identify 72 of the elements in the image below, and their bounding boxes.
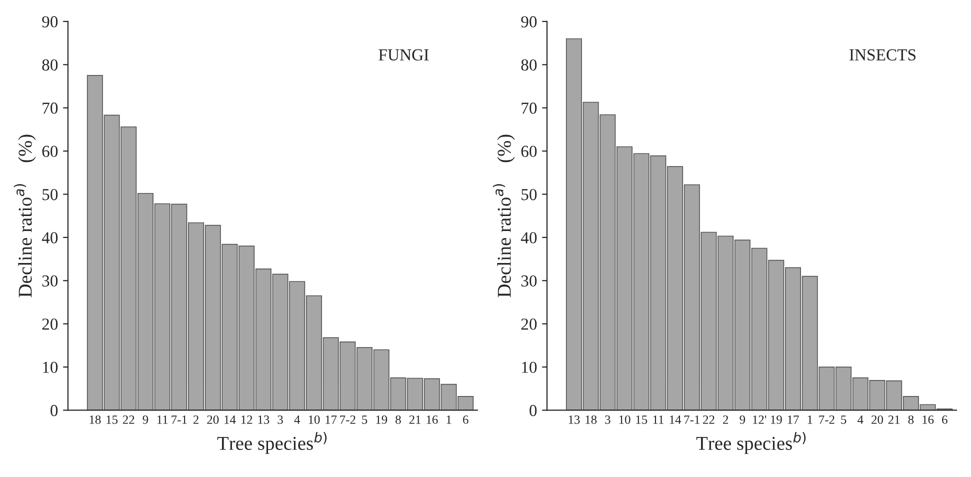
text: Decline ratio$^{a)}$ (%) — [14, 134, 36, 298]
y-tick-label: 0 — [50, 404, 58, 416]
y-tick-label: 20 — [42, 318, 58, 330]
x-tick-label: 19 — [376, 415, 388, 424]
y-tick-label: 30 — [42, 275, 58, 287]
y-tick-label: 50 — [522, 188, 537, 200]
x-tick-label: 3 — [278, 415, 283, 424]
text: Decline ratio$^{a)}$ (%) — [492, 134, 515, 298]
x-tick-label: 7-1 — [172, 416, 187, 424]
x-tick-label: 13 — [258, 415, 270, 424]
y-tick-label: 90 — [42, 16, 58, 28]
y-tick-label: 60 — [42, 146, 58, 157]
x-tick-label: 13 — [568, 415, 580, 424]
x-tick-label: 10 — [308, 415, 320, 424]
x-tick-label: 7-2 — [819, 415, 834, 424]
x-tick-label: 1 — [808, 416, 812, 424]
y-tick-label: 70 — [42, 102, 58, 114]
x-tick-label: 14 — [224, 416, 236, 424]
x-tick-label: 7-2 — [340, 415, 356, 424]
x-tick-label: 5 — [841, 416, 846, 424]
x-tick-label: 4 — [294, 416, 300, 424]
x-tick-label: 5 — [362, 416, 368, 424]
y-tick-label: 10 — [522, 362, 537, 373]
y-tick-label: 80 — [42, 59, 58, 71]
x-tick-label: 18 — [90, 415, 101, 424]
y-tick-label: 40 — [42, 232, 58, 244]
y-tick-label: 70 — [522, 102, 537, 114]
x-tick-label: 9 — [740, 415, 746, 424]
x-tick-label: 15 — [636, 416, 648, 424]
annotation: FUNGI — [378, 49, 429, 61]
x-tick-label: 2 — [193, 415, 198, 424]
x-axis-title: Tree species$^{b)}$ — [696, 432, 806, 454]
annotation: INSECTS — [850, 49, 916, 61]
x-tick-label: 16 — [922, 415, 934, 424]
x-tick-label: 21 — [888, 415, 900, 424]
y-tick-label: 50 — [42, 188, 58, 200]
y-tick-label: 30 — [521, 275, 537, 287]
x-axis-title: Tree species$^{b)}$ — [217, 432, 327, 454]
y-tick-label: 60 — [521, 146, 537, 157]
x-tick-label: 20 — [207, 415, 219, 424]
x-tick-label: 16 — [426, 415, 438, 424]
x-tick-label: 8 — [908, 415, 914, 424]
y-tick-label: 20 — [521, 318, 537, 330]
x-tick-label: 12 — [241, 415, 252, 424]
x-tick-label: 6 — [463, 415, 468, 424]
x-tick-label: 6 — [942, 415, 948, 424]
x-tick-label: 15 — [106, 416, 118, 424]
x-tick-label: 20 — [872, 415, 884, 424]
y-tick-label: 0 — [530, 404, 537, 416]
x-tick-label: 22 — [703, 415, 714, 424]
x-tick-label: 14 — [670, 416, 682, 424]
x-tick-label: 10 — [619, 415, 630, 424]
x-tick-label: 11 — [653, 416, 664, 424]
y-tick-label: 40 — [520, 232, 537, 244]
x-tick-label: 12' — [753, 415, 766, 424]
x-tick-label: 9 — [142, 415, 148, 424]
x-tick-label: 7-1 — [684, 416, 700, 424]
x-tick-label: 21 — [409, 415, 421, 424]
x-tick-label: 17 — [326, 416, 337, 424]
x-tick-label: 17 — [788, 416, 799, 424]
y-tick-label: 10 — [43, 362, 58, 373]
x-tick-label: 18 — [586, 415, 597, 424]
x-tick-label: 8 — [396, 415, 401, 424]
y-tick-label: 80 — [521, 59, 537, 71]
y-tick-label: 90 — [521, 16, 537, 28]
x-tick-label: 19 — [771, 415, 782, 424]
x-tick-label: 11 — [157, 416, 168, 424]
x-tick-label: 2 — [723, 415, 728, 424]
x-tick-label: 4 — [858, 416, 864, 424]
x-tick-label: 3 — [605, 415, 610, 424]
x-tick-label: 22 — [122, 415, 134, 424]
x-tick-label: 1 — [446, 416, 452, 424]
